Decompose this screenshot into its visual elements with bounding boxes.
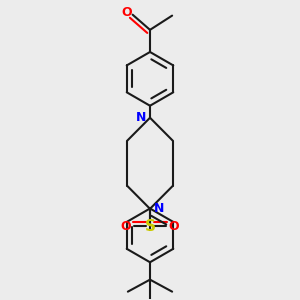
Text: N: N — [136, 111, 146, 124]
Text: O: O — [122, 6, 132, 19]
Text: O: O — [169, 220, 179, 233]
Text: N: N — [154, 202, 164, 215]
Text: O: O — [121, 220, 131, 233]
Text: S: S — [145, 219, 155, 234]
